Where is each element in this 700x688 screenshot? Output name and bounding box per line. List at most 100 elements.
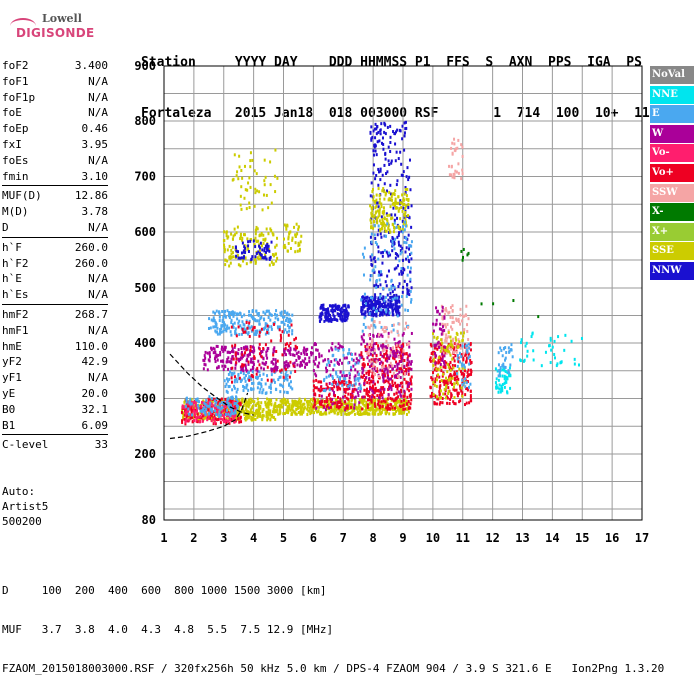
echo-point [337, 381, 340, 385]
echo-point [259, 404, 262, 408]
echo-point [193, 401, 196, 405]
echo-point [272, 348, 275, 352]
echo-point [468, 401, 471, 405]
echo-point [341, 310, 344, 314]
echo-point [456, 364, 459, 368]
echo-point [351, 394, 354, 398]
echo-point [262, 388, 265, 392]
echo-point [184, 409, 187, 413]
echo-point [394, 299, 397, 303]
echo-point [382, 142, 385, 146]
echo-point [370, 258, 373, 262]
echo-point [264, 403, 267, 407]
echo-point [323, 379, 326, 383]
echo-point [397, 362, 400, 366]
echo-point [202, 358, 205, 362]
echo-point [405, 257, 408, 261]
echo-point [212, 346, 215, 350]
echo-point [270, 201, 273, 205]
echo-point [214, 406, 217, 410]
echo-point [339, 405, 342, 409]
echo-point [369, 310, 372, 314]
echo-point [378, 170, 381, 174]
legend-entry: Vo- [650, 144, 694, 163]
echo-point [208, 410, 211, 414]
echo-point [375, 360, 378, 364]
echo-point [408, 216, 411, 220]
echo-point [237, 321, 240, 325]
echo-point [285, 353, 288, 357]
echo-point [440, 327, 443, 331]
x-tick-label: 6 [310, 531, 317, 545]
echo-point [377, 358, 380, 362]
echo-point [392, 353, 395, 357]
echo-point [367, 300, 370, 304]
echo-point [399, 227, 402, 231]
echo-point [369, 387, 372, 391]
echo-point [394, 384, 397, 388]
echo-point [443, 315, 446, 319]
echo-point [405, 294, 408, 298]
echo-point [266, 365, 269, 369]
echo-point [402, 202, 405, 206]
echo-point [465, 304, 468, 308]
echo-point [260, 327, 263, 331]
echo-point [292, 364, 295, 368]
echo-point [443, 316, 446, 320]
echo-point [234, 329, 237, 333]
echo-point [322, 303, 325, 307]
echo-point [341, 383, 344, 387]
echo-point [445, 396, 448, 400]
echo-point [377, 296, 380, 300]
echo-point [402, 372, 405, 376]
echo-point [380, 270, 383, 274]
echo-point [381, 349, 384, 353]
param-value: 260.0 [74, 256, 108, 270]
echo-point [393, 247, 396, 251]
echo-point [384, 379, 387, 383]
echo-point [247, 244, 250, 248]
echo-point [253, 355, 256, 359]
echo-point [257, 250, 260, 254]
echo-point [398, 370, 401, 374]
echo-point [409, 402, 412, 406]
echo-point [369, 204, 372, 208]
echo-point [283, 322, 286, 326]
echo-point [409, 380, 412, 384]
echo-point [238, 154, 241, 158]
echo-point [374, 398, 377, 402]
echo-point [381, 224, 384, 228]
echo-point [281, 330, 284, 334]
echo-point [371, 373, 374, 377]
echo-point [396, 400, 399, 404]
point-cluster-e [207, 309, 294, 337]
echo-point [213, 409, 216, 413]
echo-point [383, 305, 386, 309]
echo-point [219, 413, 222, 417]
echo-point [450, 165, 453, 169]
echo-point [258, 244, 261, 248]
echo-point [290, 413, 293, 417]
echo-point [185, 396, 188, 400]
echo-point [269, 411, 272, 415]
echo-point [337, 406, 340, 410]
echo-point [501, 368, 504, 372]
echo-point [445, 333, 448, 337]
echo-point [335, 358, 338, 362]
echo-point [506, 371, 509, 375]
echo-point [257, 406, 260, 410]
echo-point [241, 238, 244, 242]
echo-point [256, 227, 259, 231]
echo-point [350, 405, 353, 409]
echo-point [274, 363, 277, 367]
echo-point [469, 396, 472, 400]
echo-point [314, 408, 317, 412]
echo-point [393, 406, 396, 410]
echo-point [266, 411, 269, 415]
echo-point [437, 356, 440, 360]
echo-point [363, 363, 366, 367]
echo-point [365, 299, 368, 303]
echo-point [244, 379, 247, 383]
echo-point [466, 380, 469, 384]
echo-point [371, 135, 374, 139]
